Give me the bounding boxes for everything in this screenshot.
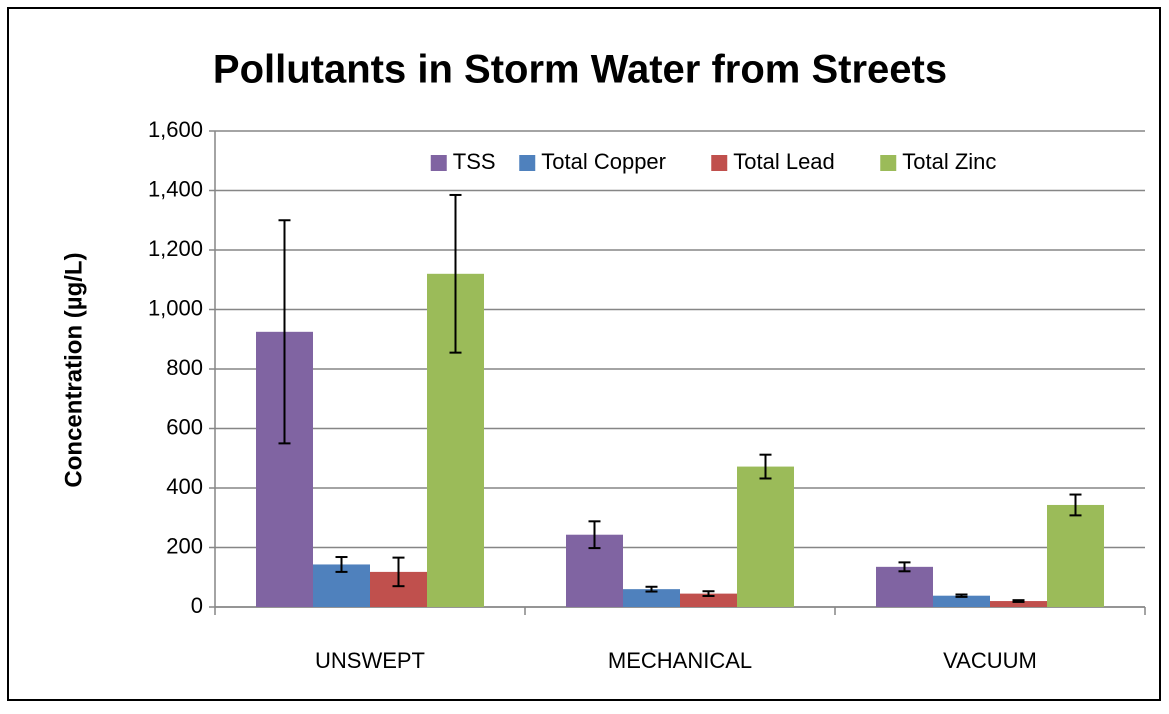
y-tick-label: 1,600 <box>148 117 203 142</box>
legend-swatch <box>880 155 897 171</box>
bar <box>1047 504 1104 607</box>
legend-label: Total Lead <box>733 149 835 174</box>
y-tick-label: 1,200 <box>148 236 203 261</box>
legend-swatch <box>430 155 447 171</box>
legend-swatch <box>711 155 728 171</box>
y-tick-label: 600 <box>166 414 203 439</box>
legend-swatch <box>519 155 536 171</box>
legend-label: TSS <box>453 149 496 174</box>
bar <box>990 601 1047 607</box>
legend-label: Total Copper <box>541 149 666 174</box>
y-axis-label: Concentration (µg/L) <box>60 252 87 487</box>
chart-title: Pollutants in Storm Water from Streets <box>213 48 947 92</box>
bar <box>623 589 680 607</box>
x-tick-label: UNSWEPT <box>315 648 425 673</box>
x-tick-label: MECHANICAL <box>608 648 752 673</box>
y-tick-label: 400 <box>166 474 203 499</box>
legend-label: Total Zinc <box>902 149 996 174</box>
bar <box>933 595 990 607</box>
bar <box>876 566 933 607</box>
bar <box>680 593 737 607</box>
y-tick-label: 200 <box>166 533 203 558</box>
y-tick-label: 800 <box>166 355 203 380</box>
y-tick-label: 1,000 <box>148 295 203 320</box>
bar <box>737 466 794 607</box>
x-tick-label: VACUUM <box>943 648 1037 673</box>
y-tick-label: 0 <box>191 593 203 618</box>
y-tick-label: 1,400 <box>148 176 203 201</box>
